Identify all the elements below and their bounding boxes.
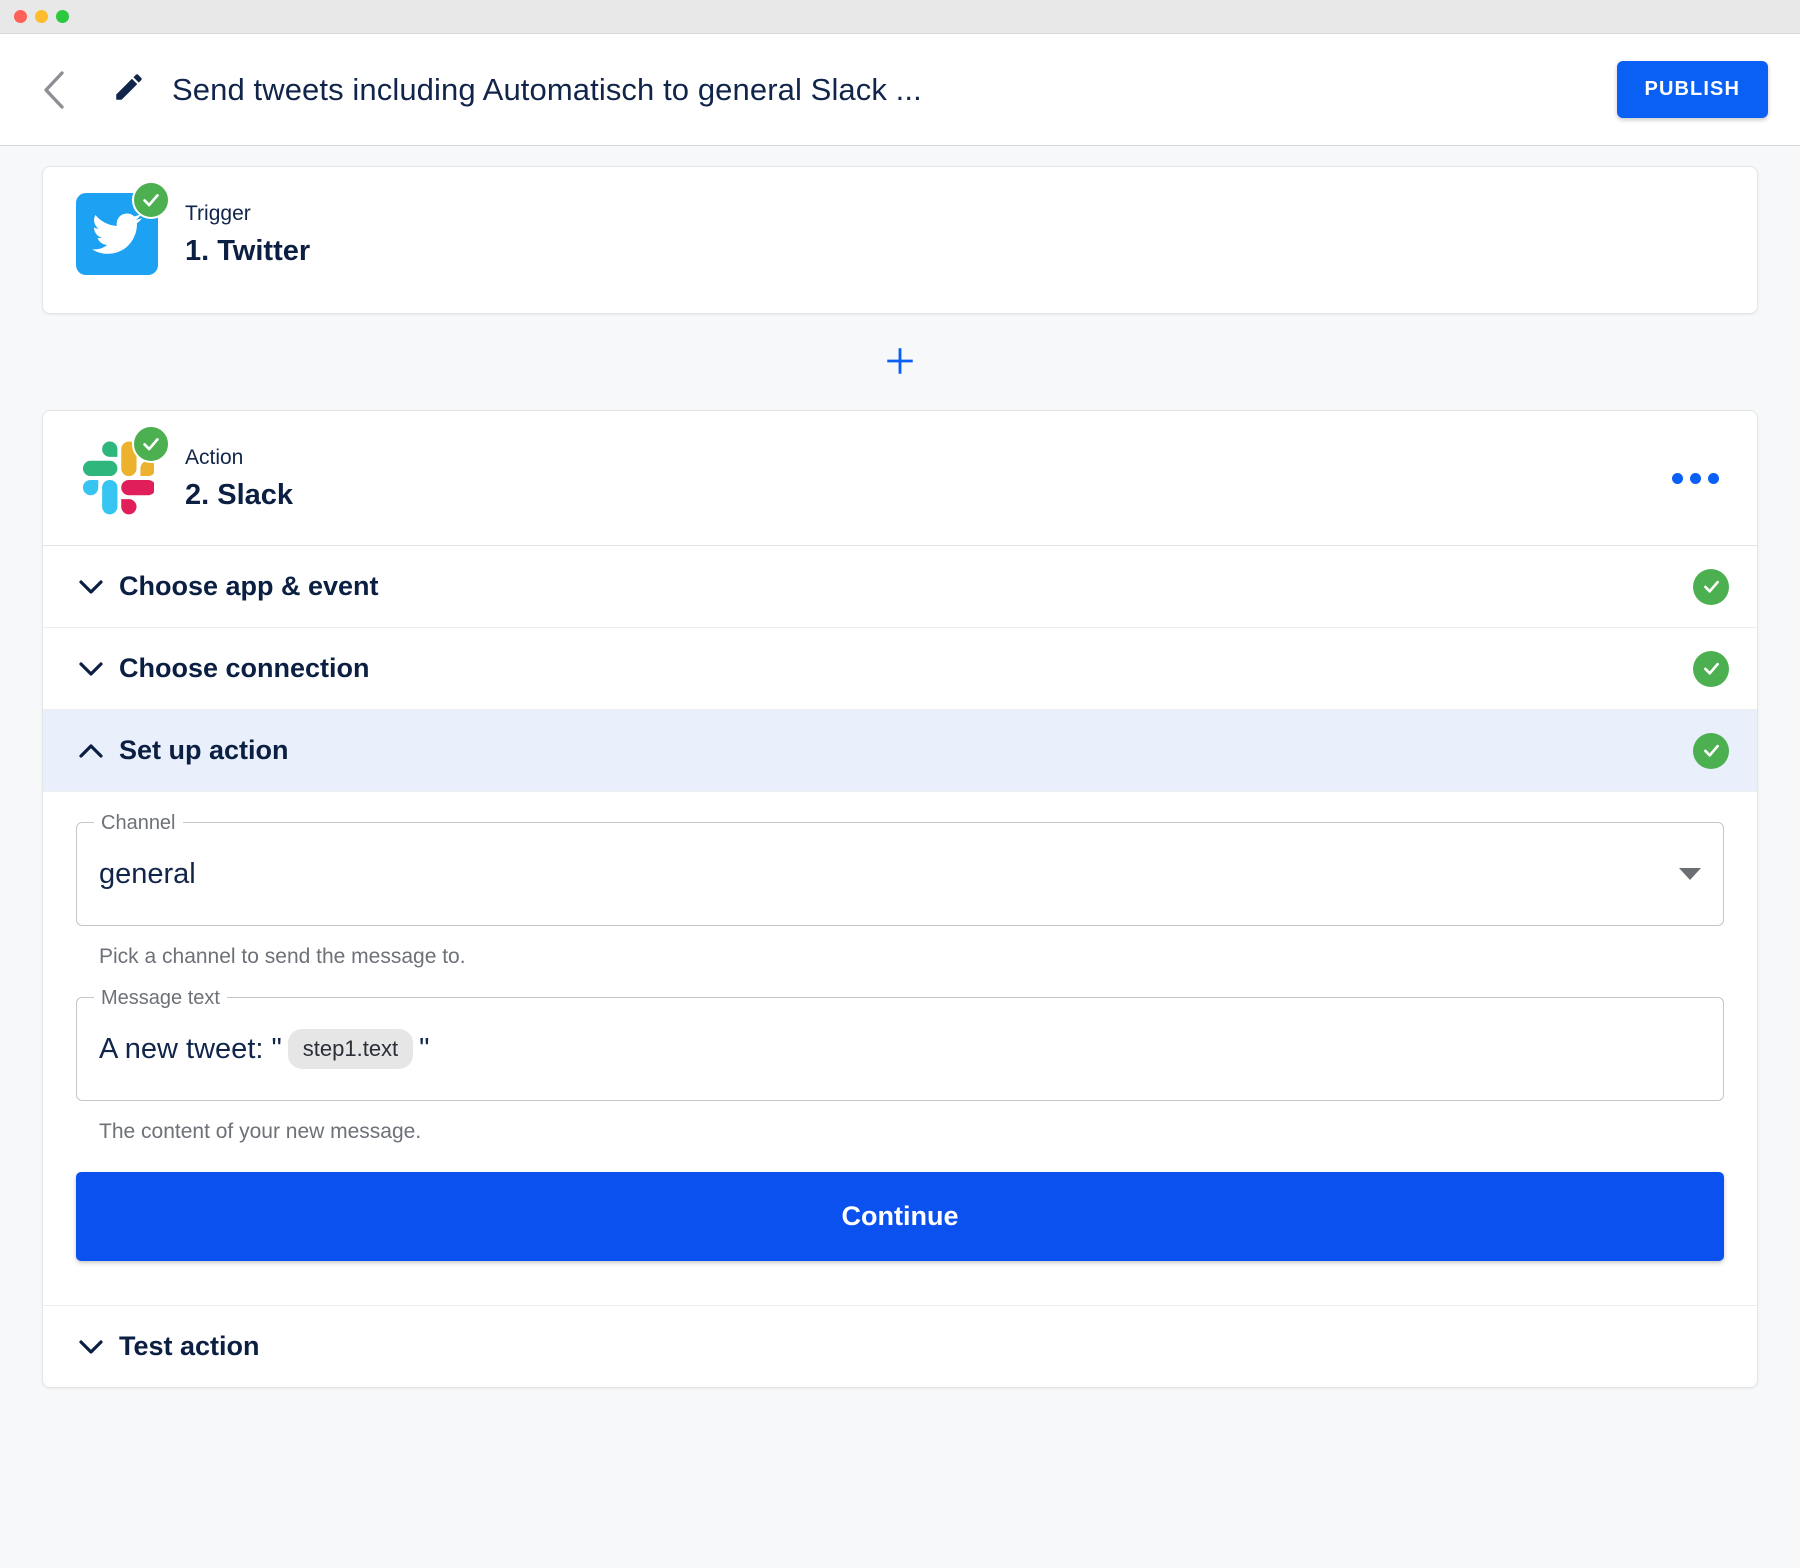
caret-down-icon[interactable] (1679, 868, 1701, 880)
section-label: Choose connection (119, 653, 370, 683)
trigger-step-card[interactable]: Trigger 1. Twitter (42, 166, 1758, 314)
action-step-labels: Action 2. Slack (185, 444, 293, 512)
action-step-menu-button[interactable] (1662, 463, 1729, 494)
message-prefix: A new tweet: " (99, 1032, 282, 1065)
message-suffix: " (419, 1032, 430, 1065)
page-title: Send tweets including Automatisch to gen… (172, 71, 922, 107)
action-app-icon-wrap (76, 425, 170, 519)
trigger-step-labels: Trigger 1. Twitter (185, 200, 310, 268)
section-set-up-action[interactable]: Set up action (43, 710, 1757, 792)
channel-helper-text: Pick a channel to send the message to. (99, 945, 466, 968)
section-status-check (1693, 650, 1729, 687)
chevron-left-icon (41, 69, 67, 111)
chevron-down-icon (76, 661, 106, 677)
form-bottom-spacer (76, 1261, 1724, 1305)
check-circle-icon (1693, 650, 1729, 687)
chevron-up-icon (76, 743, 106, 759)
trigger-step-kind: Trigger (185, 201, 251, 225)
maximize-window-button[interactable] (56, 10, 69, 23)
plus-icon (883, 344, 917, 381)
ellipsis-dot-3 (1708, 472, 1719, 484)
section-label: Set up action (119, 735, 289, 765)
action-step-kind: Action (185, 445, 244, 469)
add-step-button[interactable] (875, 337, 925, 387)
message-text-field-label: Message text (94, 986, 227, 1010)
window-titlebar (0, 0, 1800, 34)
ellipsis-dot-2 (1690, 472, 1701, 484)
workflow-body: Trigger 1. Twitter (0, 146, 1800, 1568)
action-step-card: Action 2. Slack Choose app & event (42, 410, 1758, 1388)
section-status-check (1693, 568, 1729, 605)
trigger-status-check-icon (132, 181, 170, 219)
section-status-check (1693, 732, 1729, 769)
action-status-check-icon (132, 425, 170, 463)
pencil-icon (112, 70, 146, 109)
channel-field-label: Channel (94, 811, 183, 835)
section-choose-app-event[interactable]: Choose app & event (43, 546, 1757, 628)
channel-field[interactable]: Channel general (76, 811, 1724, 926)
step-connector (42, 314, 1758, 410)
section-test-action[interactable]: Test action (43, 1305, 1757, 1387)
chevron-down-icon (76, 579, 106, 595)
check-circle-icon (1693, 732, 1729, 769)
action-step-header[interactable]: Action 2. Slack (43, 411, 1757, 546)
minimize-window-button[interactable] (35, 10, 48, 23)
section-label: Test action (119, 1331, 260, 1361)
publish-button[interactable]: PUBLISH (1616, 61, 1768, 118)
section-label: Choose app & event (119, 571, 379, 601)
message-helper-text: The content of your new message. (99, 1120, 422, 1143)
continue-button[interactable]: Continue (76, 1172, 1724, 1261)
app-header: Send tweets including Automatisch to gen… (0, 34, 1800, 146)
back-button[interactable] (34, 70, 74, 110)
trigger-step-name: 1. Twitter (185, 235, 311, 268)
chevron-down-icon (76, 1339, 106, 1355)
ellipsis-dot-1 (1672, 472, 1683, 484)
trigger-step-header: Trigger 1. Twitter (43, 167, 1757, 301)
set-up-action-form: Channel general Pick a channel to send t… (43, 792, 1757, 1305)
section-choose-connection[interactable]: Choose connection (43, 628, 1757, 710)
channel-field-value: general (99, 857, 196, 890)
check-circle-icon (1693, 568, 1729, 605)
trigger-app-icon-wrap (76, 181, 170, 275)
message-text-field[interactable]: Message text A new tweet: " step1.text " (76, 986, 1724, 1101)
close-window-button[interactable] (14, 10, 27, 23)
edit-title-button[interactable] (110, 71, 148, 109)
action-step-name: 2. Slack (185, 479, 294, 512)
message-text-content: A new tweet: " step1.text " (99, 1029, 429, 1069)
variable-token-step1-text[interactable]: step1.text (287, 1029, 414, 1069)
